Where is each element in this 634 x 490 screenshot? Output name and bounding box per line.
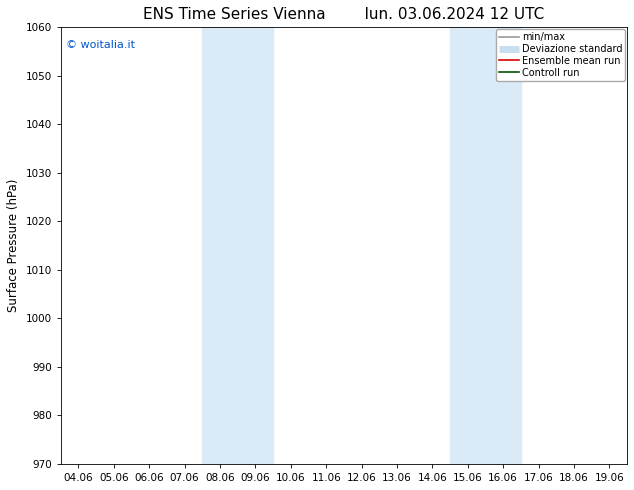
- Y-axis label: Surface Pressure (hPa): Surface Pressure (hPa): [7, 179, 20, 312]
- Bar: [450, 27, 521, 464]
- Legend: min/max, Deviazione standard, Ensemble mean run, Controll run: min/max, Deviazione standard, Ensemble m…: [496, 29, 625, 81]
- Text: © woitalia.it: © woitalia.it: [67, 40, 136, 50]
- Title: ENS Time Series Vienna        lun. 03.06.2024 12 UTC: ENS Time Series Vienna lun. 03.06.2024 1…: [143, 7, 545, 22]
- Bar: [202, 27, 273, 464]
